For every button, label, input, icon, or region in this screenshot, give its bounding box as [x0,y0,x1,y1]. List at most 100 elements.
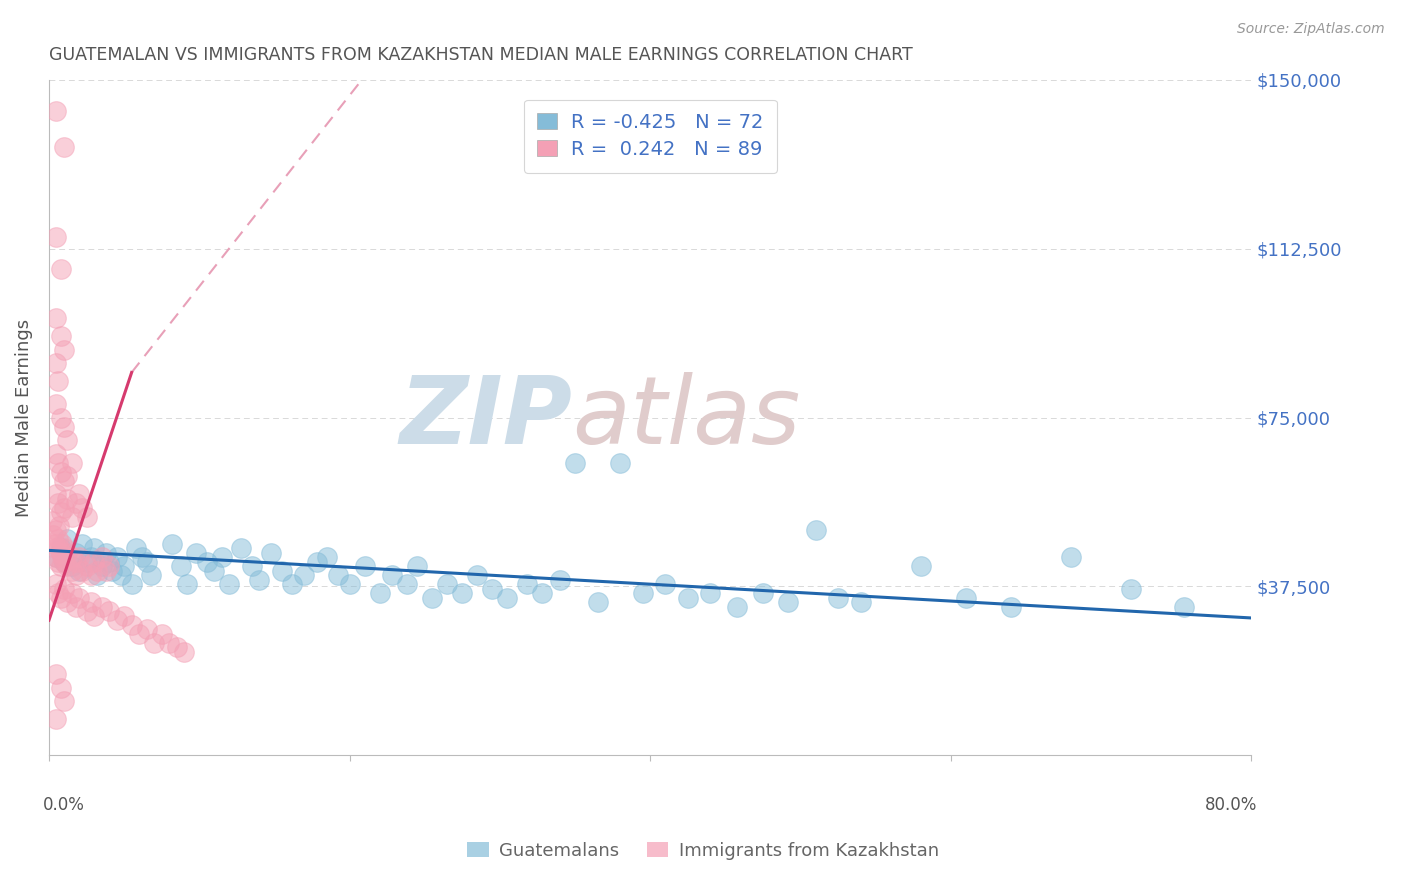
Point [90,559,112,574]
Point [195,555,218,569]
Point [125,541,148,556]
Point [406,559,429,574]
Point [395,577,418,591]
Point [451,586,474,600]
Point [141,568,163,582]
Point [90,550,112,565]
Point [60,564,83,578]
Legend: Guatemalans, Immigrants from Kazakhstan: Guatemalans, Immigrants from Kazakhstan [460,835,946,867]
Point [49,465,72,479]
Point [56,433,79,447]
Point [65,568,87,582]
Point [496,591,519,605]
Point [143,636,166,650]
Point [60,509,83,524]
Point [271,564,294,578]
Point [326,568,349,582]
Text: atlas: atlas [572,372,800,463]
Point [45,230,67,244]
Point [46,586,69,600]
Point [49,505,72,519]
Point [564,456,586,470]
Point [80,595,103,609]
Point [240,559,263,574]
Point [46,555,69,569]
Point [42,527,65,541]
Point [654,577,676,591]
Point [65,546,87,560]
Point [53,343,76,357]
Point [49,329,72,343]
Point [70,536,93,550]
Point [53,555,76,569]
Point [381,568,404,582]
Point [804,523,827,537]
Point [173,645,195,659]
Point [83,541,105,556]
Point [45,487,67,501]
Text: ZIP: ZIP [399,371,572,464]
Point [45,523,67,537]
Point [186,546,208,560]
Point [56,532,79,546]
Point [53,555,76,569]
Point [94,564,117,578]
Point [1173,599,1195,614]
Point [70,500,93,515]
Point [76,555,98,569]
Point [955,591,977,605]
Point [516,577,538,591]
Point [51,536,73,550]
Point [76,604,98,618]
Point [53,419,76,434]
Point [83,555,105,569]
Point [53,541,76,556]
Point [353,559,375,574]
Point [910,559,932,574]
Point [65,555,87,569]
Point [49,559,72,574]
Point [45,667,67,681]
Point [44,536,66,550]
Point [67,564,90,578]
Text: 80.0%: 80.0% [1205,796,1257,814]
Point [121,577,143,591]
Point [46,456,69,470]
Point [121,617,143,632]
Point [368,586,391,600]
Point [247,573,270,587]
Point [80,568,103,582]
Point [316,550,339,565]
Point [45,550,67,565]
Point [631,586,654,600]
Point [98,555,121,569]
Point [56,546,79,560]
Point [48,541,70,556]
Point [49,591,72,605]
Point [135,555,157,569]
Point [60,456,83,470]
Point [150,626,173,640]
Point [41,514,63,528]
Point [294,568,316,582]
Point [53,474,76,488]
Point [281,577,304,591]
Point [481,582,503,596]
Point [53,582,76,596]
Point [131,550,153,565]
Point [46,375,69,389]
Point [676,591,699,605]
Point [202,564,225,578]
Point [67,487,90,501]
Point [60,550,83,565]
Point [112,559,135,574]
Point [45,550,67,565]
Point [48,518,70,533]
Point [45,311,67,326]
Point [53,500,76,515]
Point [128,626,150,640]
Point [56,559,79,574]
Point [51,550,73,565]
Point [725,599,748,614]
Point [67,591,90,605]
